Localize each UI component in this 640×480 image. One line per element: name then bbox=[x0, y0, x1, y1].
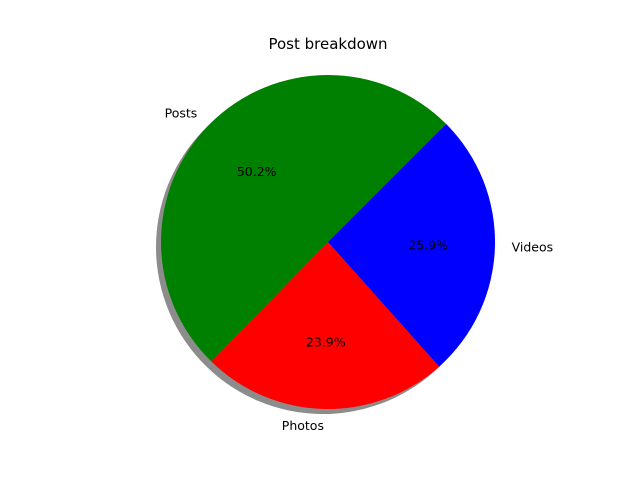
slice-percent-posts: 50.2% bbox=[237, 164, 277, 179]
pie-slice-photos bbox=[211, 242, 440, 409]
pie-slice-videos bbox=[328, 123, 495, 367]
slice-percent-photos: 23.9% bbox=[306, 335, 346, 350]
slice-percent-videos: 25.9% bbox=[408, 237, 448, 252]
slice-label-photos: Photos bbox=[282, 418, 324, 433]
pie-labels: Posts 50.2% Photos 23.9% Videos 25.9% bbox=[165, 105, 554, 433]
slice-label-posts: Posts bbox=[165, 105, 198, 120]
pie-slice-posts bbox=[160, 74, 447, 362]
pie-slices bbox=[160, 74, 495, 409]
slice-label-videos: Videos bbox=[512, 240, 554, 255]
chart-title: Post breakdown bbox=[268, 35, 387, 53]
